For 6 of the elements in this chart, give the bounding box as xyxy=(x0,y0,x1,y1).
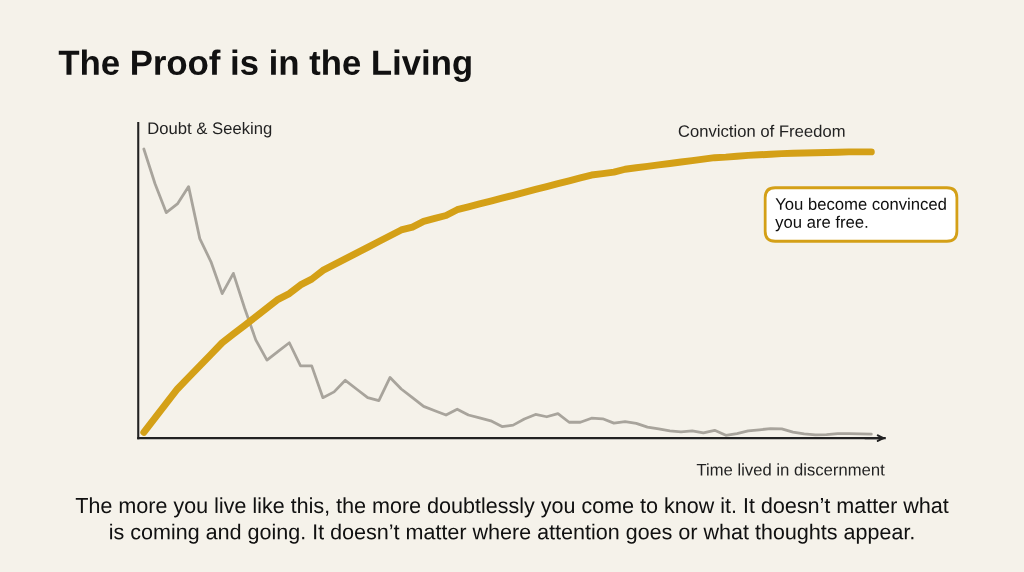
annotation: You become convinced you are free. xyxy=(775,197,946,232)
series-label: Doubt & Seeking xyxy=(148,121,272,138)
text: The more you live like this, the more doubtlessly you come to know it. It doesn’t matter what is coming and going. It doesn’t matter where attention goes or what thoughts appear. xyxy=(75,497,949,544)
chart-title: The Proof is in the Living xyxy=(58,49,471,83)
x-axis-title: Time lived in discernment xyxy=(696,463,885,476)
series-label: Conviction of Freedom xyxy=(678,124,845,138)
